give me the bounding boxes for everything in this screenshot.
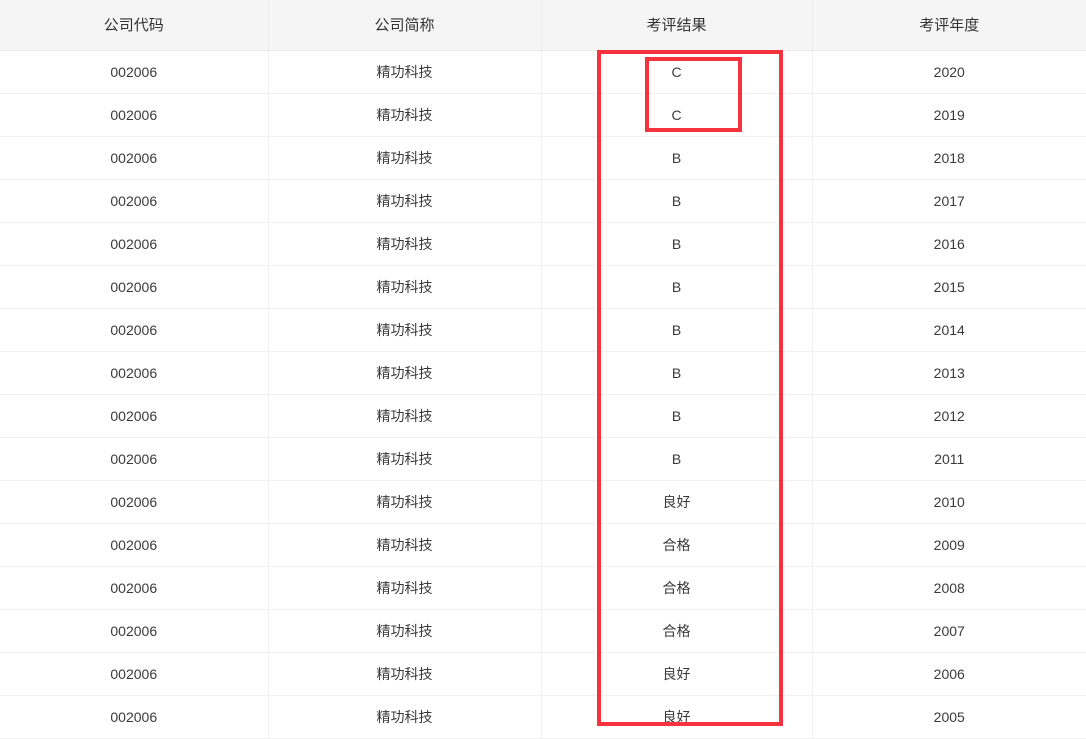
cell-company-code: 002006 bbox=[0, 222, 269, 266]
cell-review-year: 2015 bbox=[812, 265, 1086, 309]
cell-company-abbr: 精功科技 bbox=[268, 609, 542, 653]
cell-review-result: 良好 bbox=[541, 480, 813, 524]
cell-company-code: 002006 bbox=[0, 394, 269, 438]
table-row[interactable]: 002006 精功科技 B 2017 bbox=[0, 179, 1086, 223]
cell-review-result: B bbox=[541, 222, 813, 266]
cell-review-result: 合格 bbox=[541, 609, 813, 653]
table-row[interactable]: 002006 精功科技 良好 2010 bbox=[0, 480, 1086, 524]
cell-company-abbr: 精功科技 bbox=[268, 351, 542, 395]
cell-review-year: 2009 bbox=[812, 523, 1086, 567]
cell-company-abbr: 精功科技 bbox=[268, 394, 542, 438]
table-row[interactable]: 002006 精功科技 合格 2008 bbox=[0, 566, 1086, 610]
cell-review-year: 2008 bbox=[812, 566, 1086, 610]
cell-company-code: 002006 bbox=[0, 265, 269, 309]
column-header-review-year[interactable]: 考评年度 bbox=[812, 0, 1086, 51]
cell-review-result: B bbox=[541, 265, 813, 309]
cell-company-code: 002006 bbox=[0, 695, 269, 739]
cell-company-code: 002006 bbox=[0, 480, 269, 524]
table-row[interactable]: 002006 精功科技 合格 2007 bbox=[0, 609, 1086, 653]
table-row[interactable]: 002006 精功科技 良好 2005 bbox=[0, 695, 1086, 739]
cell-company-code: 002006 bbox=[0, 609, 269, 653]
cell-company-abbr: 精功科技 bbox=[268, 652, 542, 696]
cell-review-result: 良好 bbox=[541, 652, 813, 696]
cell-review-result: B bbox=[541, 308, 813, 352]
cell-review-year: 2007 bbox=[812, 609, 1086, 653]
cell-review-result: B bbox=[541, 351, 813, 395]
cell-review-result: B bbox=[541, 136, 813, 180]
table-row[interactable]: 002006 精功科技 B 2013 bbox=[0, 351, 1086, 395]
cell-company-abbr: 精功科技 bbox=[268, 136, 542, 180]
table-row[interactable]: 002006 精功科技 B 2012 bbox=[0, 394, 1086, 438]
cell-review-year: 2019 bbox=[812, 93, 1086, 137]
cell-review-result: B bbox=[541, 179, 813, 223]
cell-review-result: 良好 bbox=[541, 695, 813, 739]
table-row[interactable]: 002006 精功科技 B 2011 bbox=[0, 437, 1086, 481]
cell-company-abbr: 精功科技 bbox=[268, 179, 542, 223]
cell-review-year: 2018 bbox=[812, 136, 1086, 180]
cell-company-abbr: 精功科技 bbox=[268, 523, 542, 567]
cell-company-code: 002006 bbox=[0, 566, 269, 610]
cell-company-abbr: 精功科技 bbox=[268, 50, 542, 94]
cell-company-code: 002006 bbox=[0, 437, 269, 481]
cell-review-year: 2014 bbox=[812, 308, 1086, 352]
table-row[interactable]: 002006 精功科技 C 2020 bbox=[0, 50, 1086, 94]
table-header: 公司代码 公司简称 考评结果 考评年度 bbox=[0, 0, 1086, 51]
cell-review-result: 合格 bbox=[541, 566, 813, 610]
cell-company-abbr: 精功科技 bbox=[268, 308, 542, 352]
cell-company-abbr: 精功科技 bbox=[268, 437, 542, 481]
cell-company-abbr: 精功科技 bbox=[268, 222, 542, 266]
table-row[interactable]: 002006 精功科技 B 2014 bbox=[0, 308, 1086, 352]
cell-company-code: 002006 bbox=[0, 50, 269, 94]
cell-company-code: 002006 bbox=[0, 93, 269, 137]
cell-company-code: 002006 bbox=[0, 179, 269, 223]
cell-review-year: 2006 bbox=[812, 652, 1086, 696]
cell-review-year: 2020 bbox=[812, 50, 1086, 94]
cell-company-abbr: 精功科技 bbox=[268, 93, 542, 137]
table-body: 002006 精功科技 C 2020 002006 精功科技 C 2019 002006 精功科技… bbox=[0, 50, 1086, 739]
table-header-row: 公司代码 公司简称 考评结果 考评年度 bbox=[0, 0, 1086, 51]
cell-review-year: 2010 bbox=[812, 480, 1086, 524]
cell-company-code: 002006 bbox=[0, 308, 269, 352]
cell-company-abbr: 精功科技 bbox=[268, 480, 542, 524]
cell-review-year: 2005 bbox=[812, 695, 1086, 739]
column-header-company-abbr[interactable]: 公司简称 bbox=[268, 0, 542, 51]
cell-review-year: 2012 bbox=[812, 394, 1086, 438]
column-header-review-result[interactable]: 考评结果 bbox=[541, 0, 813, 51]
cell-review-result: B bbox=[541, 394, 813, 438]
table-row[interactable]: 002006 精功科技 B 2015 bbox=[0, 265, 1086, 309]
cell-review-result: B bbox=[541, 437, 813, 481]
cell-review-year: 2017 bbox=[812, 179, 1086, 223]
cell-company-abbr: 精功科技 bbox=[268, 566, 542, 610]
table-row[interactable]: 002006 精功科技 B 2016 bbox=[0, 222, 1086, 266]
cell-review-year: 2016 bbox=[812, 222, 1086, 266]
cell-review-result: C bbox=[541, 93, 813, 137]
cell-company-code: 002006 bbox=[0, 351, 269, 395]
cell-review-result: 合格 bbox=[541, 523, 813, 567]
cell-company-code: 002006 bbox=[0, 136, 269, 180]
cell-company-code: 002006 bbox=[0, 652, 269, 696]
table-row[interactable]: 002006 精功科技 C 2019 bbox=[0, 93, 1086, 137]
table-row[interactable]: 002006 精功科技 B 2018 bbox=[0, 136, 1086, 180]
table-row[interactable]: 002006 精功科技 良好 2006 bbox=[0, 652, 1086, 696]
table-row[interactable]: 002006 精功科技 合格 2009 bbox=[0, 523, 1086, 567]
cell-company-abbr: 精功科技 bbox=[268, 695, 542, 739]
cell-company-code: 002006 bbox=[0, 523, 269, 567]
cell-review-year: 2011 bbox=[812, 437, 1086, 481]
cell-review-year: 2013 bbox=[812, 351, 1086, 395]
cell-review-result: C bbox=[541, 50, 813, 94]
column-header-company-code[interactable]: 公司代码 bbox=[0, 0, 269, 51]
cell-company-abbr: 精功科技 bbox=[268, 265, 542, 309]
